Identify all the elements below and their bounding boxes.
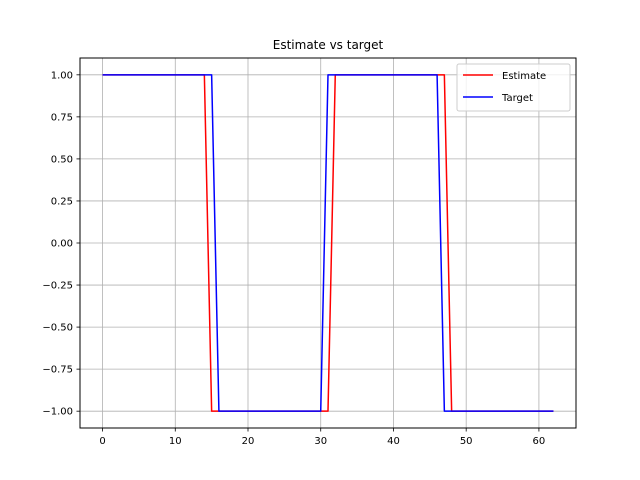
y-tick-label: 0.25 <box>51 196 73 207</box>
series-lines <box>102 74 554 412</box>
x-tick-label: 30 <box>314 436 327 447</box>
x-tick-label: 10 <box>169 436 182 447</box>
legend: Estimate Target <box>456 63 571 112</box>
y-tick-label: 1.00 <box>51 70 73 81</box>
grid <box>80 58 576 428</box>
series-line-target <box>102 74 554 412</box>
legend-label-estimate: Estimate <box>502 71 546 82</box>
y-tick-label: −0.50 <box>42 323 73 334</box>
x-tick-label: 60 <box>533 436 546 447</box>
x-tick-label: 0 <box>99 436 105 447</box>
legend-label-target: Target <box>501 93 533 104</box>
x-tick-label: 50 <box>460 436 473 447</box>
x-tick-label: 20 <box>242 436 255 447</box>
chart-title: Estimate vs target <box>273 38 384 52</box>
x-axis: 0 10 20 30 40 50 60 <box>99 428 545 447</box>
y-tick-label: 0.50 <box>51 154 73 165</box>
y-tick-label: 0.00 <box>51 239 73 250</box>
y-tick-label: −0.25 <box>42 281 73 292</box>
y-axis: 1.00 0.75 0.50 0.25 0.00 −0.25 −0.50 −0.75 −1.00 <box>42 70 80 418</box>
series-line-estimate <box>102 74 554 412</box>
y-tick-label: −1.00 <box>42 407 73 418</box>
y-tick-label: 0.75 <box>51 112 73 123</box>
y-tick-label: −0.75 <box>42 365 73 376</box>
x-tick-label: 40 <box>387 436 400 447</box>
